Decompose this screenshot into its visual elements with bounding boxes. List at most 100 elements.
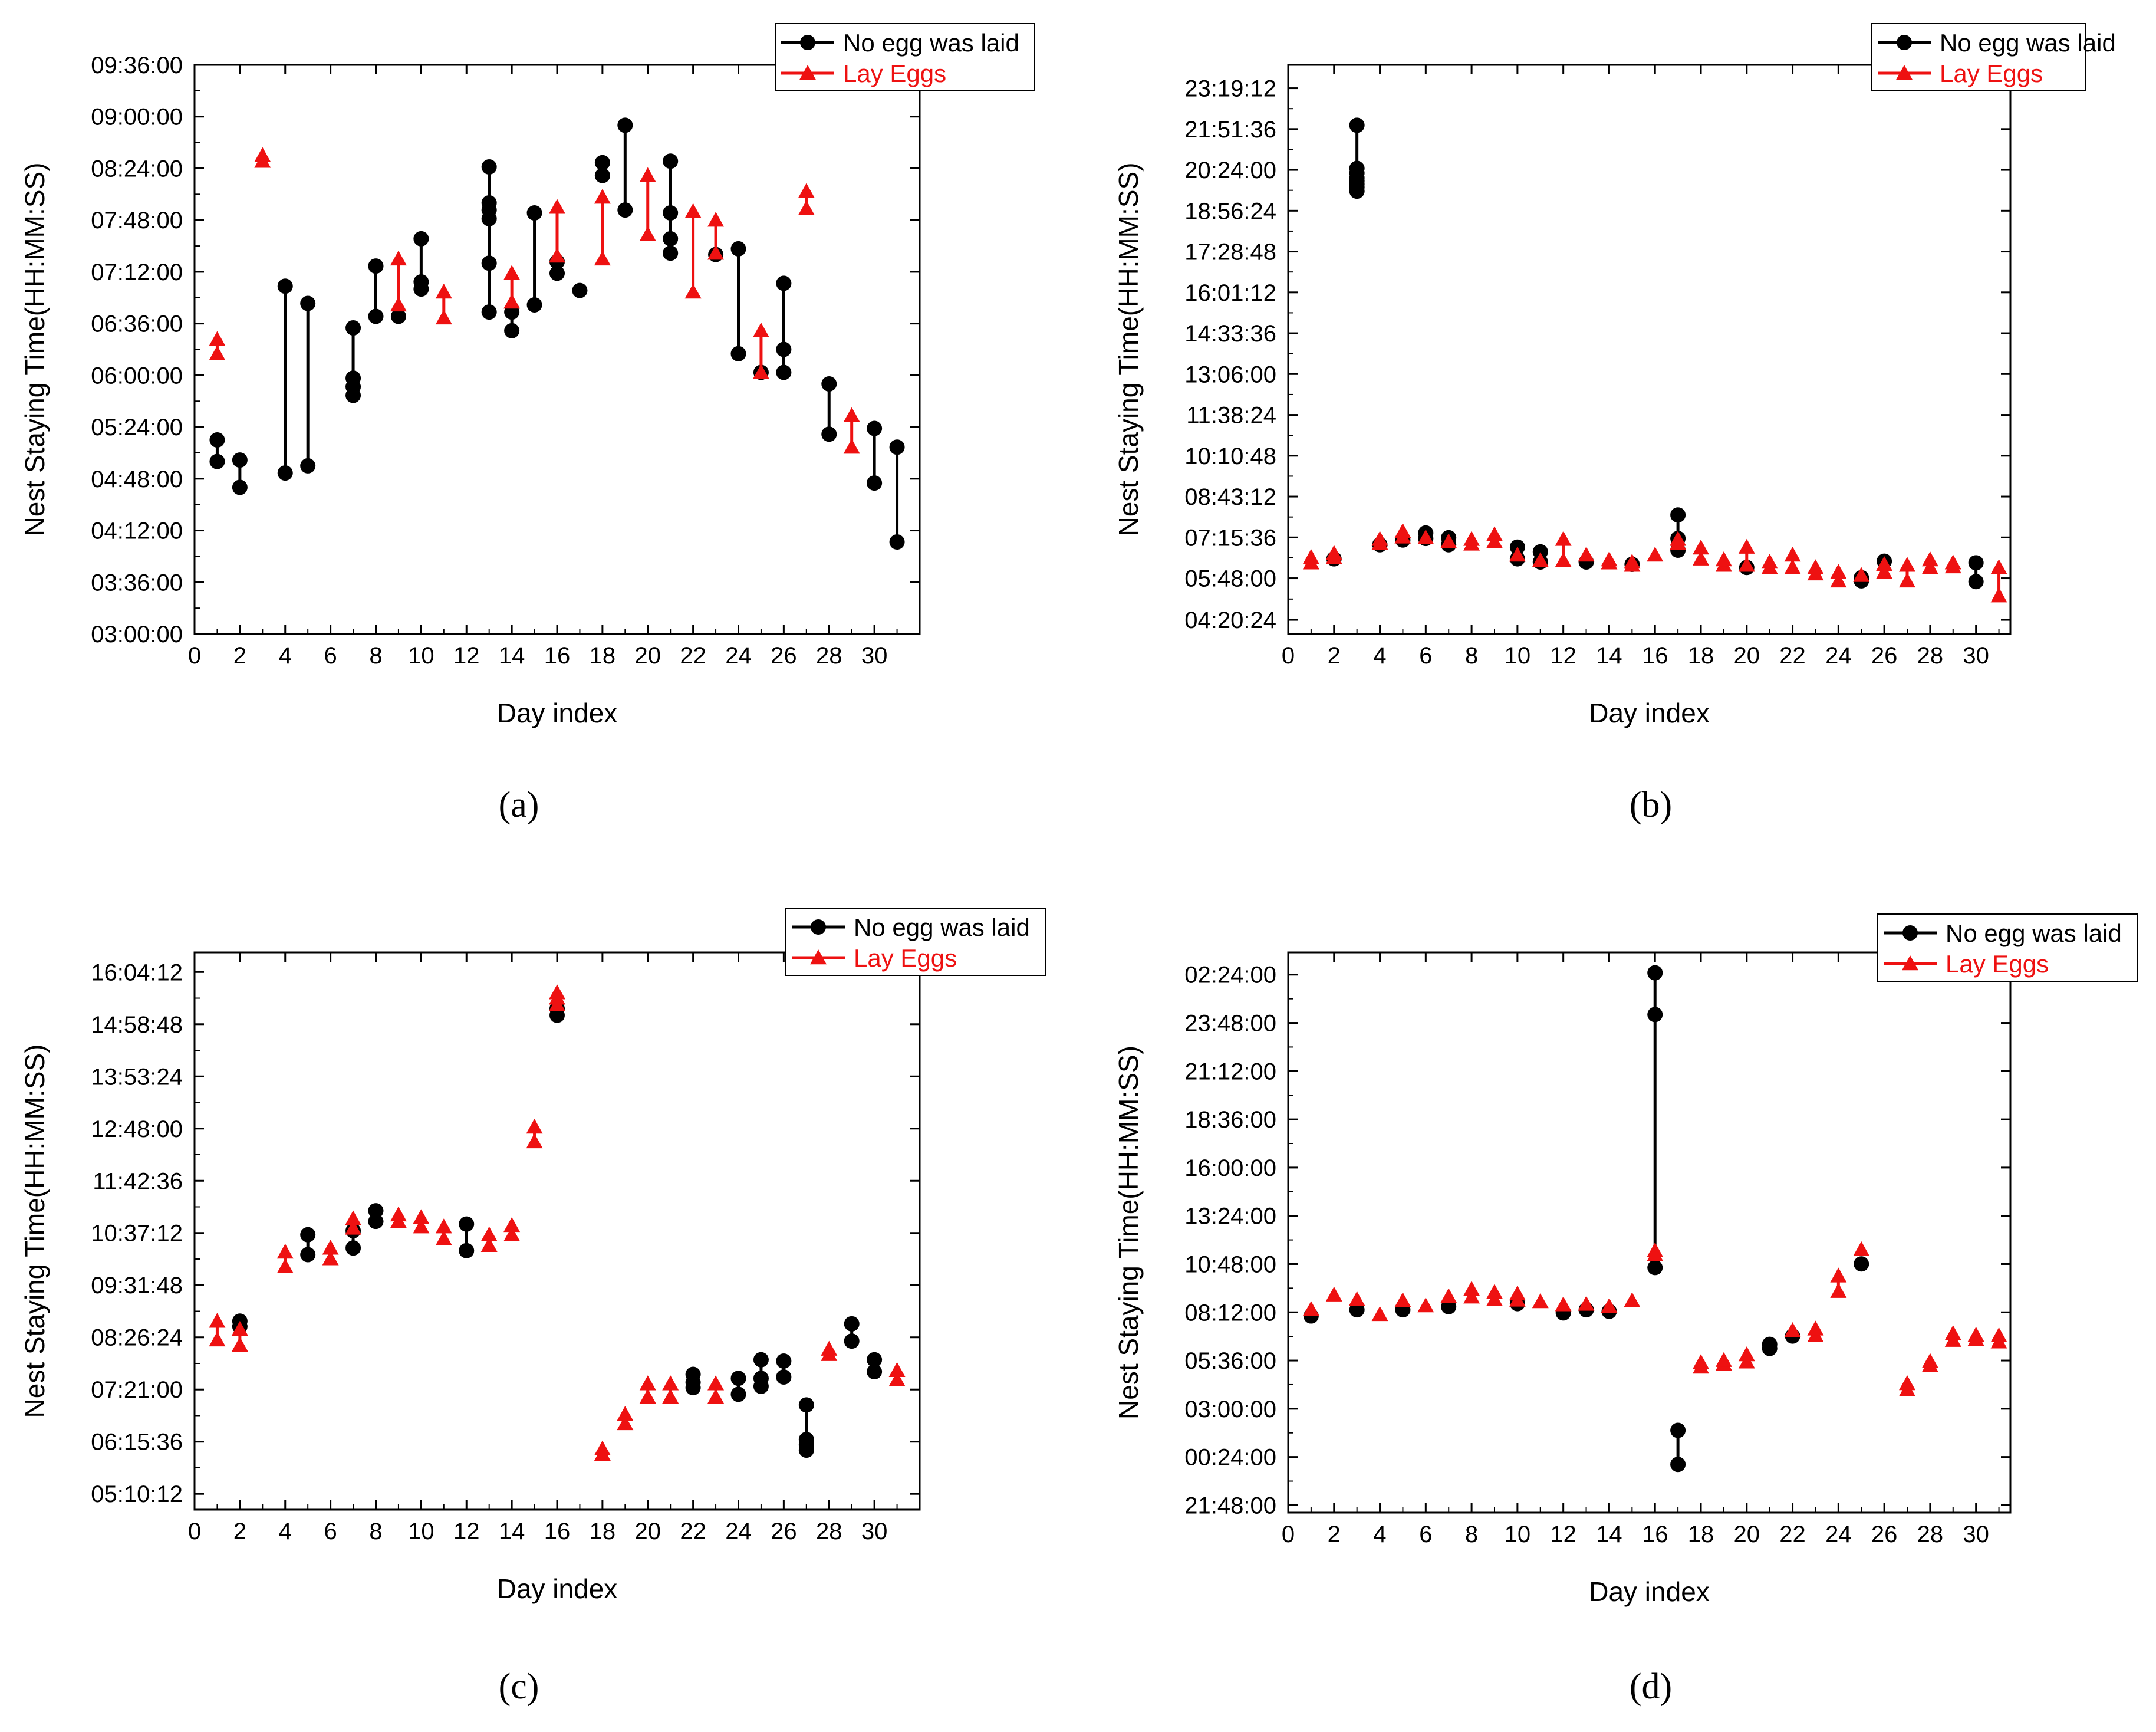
x-tick-label: 6: [1419, 643, 1432, 669]
data-point: [821, 1340, 838, 1356]
data-point: [1784, 1322, 1801, 1337]
data-point: [753, 1352, 769, 1368]
data-point: [1693, 550, 1709, 566]
data-point: [798, 1432, 814, 1448]
data-point: [707, 1375, 725, 1391]
y-tick-label: 07:12:00: [91, 259, 183, 285]
legend-marker: [811, 919, 826, 935]
data-point: [277, 1258, 294, 1274]
x-tick-label: 26: [771, 1519, 797, 1544]
data-point: [1532, 552, 1549, 567]
data-point: [503, 1226, 521, 1241]
data-point: [844, 1333, 860, 1349]
y-tick-label: 21:51:36: [1184, 117, 1276, 143]
data-point: [776, 364, 792, 380]
data-point: [639, 167, 656, 182]
data-point: [594, 1440, 611, 1456]
data-point: [300, 1247, 316, 1263]
y-tick-label: 04:12:00: [91, 518, 183, 544]
data-point: [390, 296, 407, 312]
data-point: [1647, 1242, 1664, 1257]
x-tick-label: 8: [1465, 1521, 1478, 1547]
x-tick-label: 4: [279, 1519, 292, 1544]
data-point: [1349, 160, 1365, 176]
data-point: [821, 376, 837, 392]
y-tick-label: 09:36:00: [91, 52, 183, 78]
x-tick-label: 28: [1917, 1521, 1944, 1547]
legend-marker: [1896, 65, 1913, 80]
x-tick-label: 20: [1734, 643, 1760, 669]
chart-panel-b: 04:20:24 05:48:00 07:15:36 08:43:12 10:10:48…: [1113, 23, 2116, 825]
data-point: [663, 153, 679, 169]
y-tick-label: 03:36:00: [91, 570, 183, 596]
data-point: [1830, 572, 1847, 588]
data-point: [685, 1366, 701, 1382]
y-tick-label: 05:24:00: [91, 415, 183, 441]
y-tick-label: 07:48:00: [91, 208, 183, 234]
x-tick-label: 16: [1642, 643, 1668, 669]
data-point: [1761, 553, 1778, 569]
data-point: [1601, 1297, 1618, 1313]
data-point: [1463, 1281, 1480, 1296]
plot-frame: [1287, 951, 2012, 1514]
legend-label: No egg was laid: [1940, 29, 2116, 57]
data-point: [776, 1353, 792, 1369]
data-point: [1371, 531, 1388, 546]
x-tick-label: 24: [1825, 1521, 1852, 1547]
x-tick-label: 30: [861, 1519, 888, 1544]
legend-marker: [1897, 35, 1912, 50]
data-point: [231, 1320, 248, 1336]
data-point: [1624, 553, 1641, 569]
data-point: [390, 1206, 407, 1222]
x-tick-label: 28: [816, 1519, 842, 1544]
data-point: [232, 479, 248, 495]
y-tick-label: 16:04:12: [91, 959, 183, 985]
data-point: [1647, 1260, 1663, 1276]
x-tick-label: 30: [1963, 1521, 1989, 1547]
data-point: [1371, 1306, 1388, 1322]
chart-panel-d: 21:48:00 00:24:00 03:00:00 05:36:00 08:12:00…: [1113, 913, 2138, 1707]
y-tick-label: 03:00:00: [91, 622, 183, 648]
x-tick-label: 2: [1328, 1521, 1341, 1547]
data-point: [662, 1388, 679, 1404]
data-point: [1830, 1267, 1847, 1283]
data-point: [435, 284, 452, 299]
legend: No egg was laid Lay Eggs: [775, 23, 1035, 91]
y-tick-label: 08:26:24: [91, 1325, 183, 1351]
x-tick-label: 4: [279, 643, 292, 669]
data-point: [1830, 1283, 1847, 1298]
y-tick-label: 06:36:00: [91, 311, 183, 337]
data-point: [888, 1371, 906, 1386]
data-point: [1990, 587, 2007, 603]
data-point: [481, 255, 497, 271]
x-tick-label: 8: [369, 1519, 382, 1544]
x-tick-label: 6: [324, 643, 337, 669]
data-point: [209, 1313, 226, 1328]
data-point: [1624, 1292, 1641, 1307]
x-tick-label: 14: [499, 1519, 525, 1544]
data-point: [867, 420, 883, 436]
data-point: [1784, 559, 1801, 574]
y-tick-label: 06:00:00: [91, 363, 183, 389]
data-point: [503, 265, 521, 280]
y-tick-label: 05:36:00: [1184, 1348, 1276, 1374]
data-point: [843, 407, 860, 422]
data-point: [549, 199, 565, 214]
data-point: [617, 1415, 634, 1431]
data-point: [821, 426, 837, 442]
data-point: [1601, 551, 1618, 567]
legend: No egg was laid Lay Eggs: [785, 908, 1046, 976]
data-point: [1738, 1346, 1755, 1362]
data-point: [209, 1331, 226, 1347]
data-point: [707, 245, 725, 260]
x-tick-label: 0: [1282, 643, 1295, 669]
data-point: [368, 308, 384, 324]
data-point: [798, 183, 815, 198]
data-point: [639, 226, 656, 241]
data-point: [1325, 545, 1342, 560]
data-point: [1670, 1422, 1686, 1438]
data-point: [480, 1226, 498, 1241]
legend-marker: [800, 35, 815, 50]
legend-box: [1877, 913, 2138, 982]
data-point: [889, 534, 905, 550]
